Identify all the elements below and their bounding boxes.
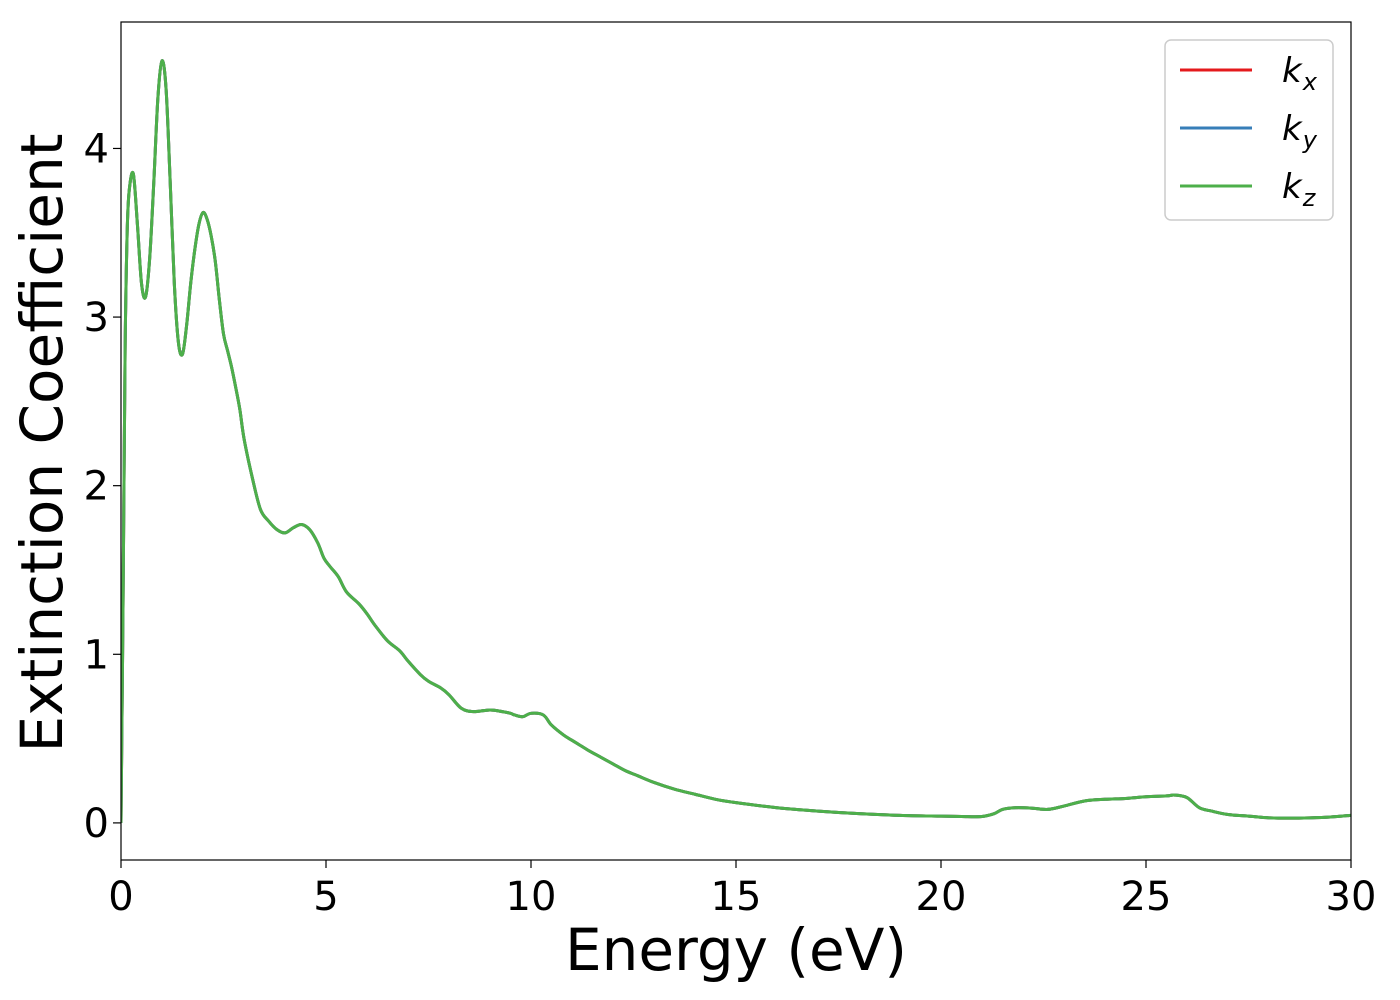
y-tick-label: 3 [84,295,109,341]
x-tick-label: 0 [108,874,133,920]
x-tick-label: 10 [506,874,557,920]
y-tick-label: 4 [84,126,109,172]
y-axis-ticks: 0 1 2 3 4 [84,126,121,847]
x-tick-label: 30 [1326,874,1377,920]
y-tick-label: 1 [84,632,109,678]
legend-box [1164,39,1334,221]
x-tick-label: 15 [711,874,762,920]
x-tick-label: 20 [916,874,967,920]
legend-label: ky [1282,109,1318,154]
plot-lines [121,59,1351,823]
series-line-kz [121,59,1351,823]
y-tick-label: 0 [84,801,109,847]
legend-label: kx [1282,51,1318,96]
y-tick-label: 2 [84,464,109,510]
x-axis-label: Energy (eV) [565,916,907,984]
x-tick-label: 25 [1121,874,1172,920]
y-axis-label: Extinction Coefficient [8,134,76,753]
x-axis-ticks: 0 5 10 15 20 25 30 [108,860,1376,920]
x-tick-label: 5 [313,874,338,920]
